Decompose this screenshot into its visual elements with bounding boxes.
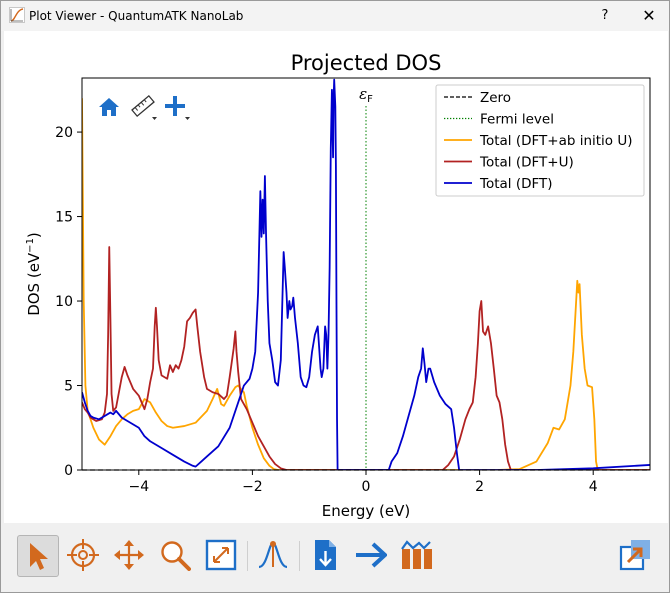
select-cursor-icon: [30, 543, 48, 570]
toolbar-separator: [247, 541, 248, 571]
pan-tool-button[interactable]: [109, 535, 149, 575]
x-tick-label: 2: [475, 479, 484, 495]
title-bar: Plot Viewer - QuantumATK NanoLab ? ✕: [1, 1, 669, 31]
x-axis-label: Energy (eV): [322, 502, 410, 520]
legend-label-4: Total (DFT): [479, 176, 553, 192]
peak-analysis-icon: [258, 541, 288, 569]
window-title: Plot Viewer - QuantumATK NanoLab: [29, 9, 244, 23]
export-button[interactable]: [305, 535, 345, 575]
legend-label-1: Fermi level: [480, 112, 554, 128]
bottom-toolbar: [4, 529, 668, 587]
y-tick-label: 10: [55, 294, 73, 310]
legend-label-0: Zero: [480, 90, 511, 106]
legend-label-2: Total (DFT+ab initio U): [479, 133, 633, 149]
crosshair-icon: [67, 539, 99, 571]
y-tick-label: 20: [55, 125, 73, 141]
y-tick-label: 0: [64, 463, 73, 479]
peak-analysis-button[interactable]: [253, 535, 293, 575]
close-button[interactable]: ✕: [642, 6, 656, 25]
legend-box: [435, 84, 645, 197]
chart-title: Projected DOS: [291, 51, 442, 75]
y-axis-label: DOS (eV−1): [25, 232, 43, 316]
data-icon: [401, 540, 432, 569]
dos-chart[interactable]: Projected DOS −4 −2 0 2 4 0 5 10 15 20 Energy (e…: [4, 31, 668, 523]
export-icon: [315, 540, 336, 570]
crosshair-tool-button[interactable]: [63, 535, 103, 575]
legend: Zero Fermi level Total (DFT+ab initio U) To…: [435, 84, 645, 197]
toolbar-separator: [299, 541, 300, 571]
ruler-icon[interactable]: [131, 94, 157, 120]
fermi-level-label: εF: [359, 85, 373, 105]
legend-label-3: Total (DFT+U): [479, 155, 574, 171]
fit-view-icon: [205, 539, 237, 571]
app-icon: [9, 7, 25, 23]
series-line-1: [82, 246, 650, 470]
y-tick-label: 15: [55, 210, 73, 226]
arrow-icon: [356, 542, 387, 568]
plot-canvas[interactable]: Projected DOS −4 −2 0 2 4 0 5 10 15 20 Energy (e…: [4, 31, 668, 523]
zoom-tool-button[interactable]: [155, 535, 195, 575]
x-ticks: −4 −2 0 2 4: [128, 470, 598, 495]
series-line-2: [82, 78, 650, 470]
help-button[interactable]: ?: [601, 8, 609, 23]
home-icon[interactable]: [99, 98, 119, 116]
arrow-tool-button[interactable]: [351, 535, 391, 575]
add-icon[interactable]: [165, 96, 190, 120]
x-tick-label: 0: [362, 479, 371, 495]
x-tick-label: −4: [128, 479, 149, 495]
popout-button[interactable]: [615, 535, 655, 575]
zoom-icon: [161, 541, 191, 571]
x-tick-label: 4: [589, 479, 598, 495]
select-tool-button[interactable]: [17, 535, 59, 577]
x-tick-label: −2: [242, 479, 263, 495]
popout-icon: [619, 540, 650, 571]
fit-view-button[interactable]: [201, 535, 241, 575]
series-layer: [82, 78, 650, 470]
pan-icon: [114, 540, 144, 570]
data-view-button[interactable]: [397, 535, 437, 575]
y-ticks: 0 5 10 15 20: [55, 125, 82, 479]
y-tick-label: 5: [64, 379, 73, 395]
